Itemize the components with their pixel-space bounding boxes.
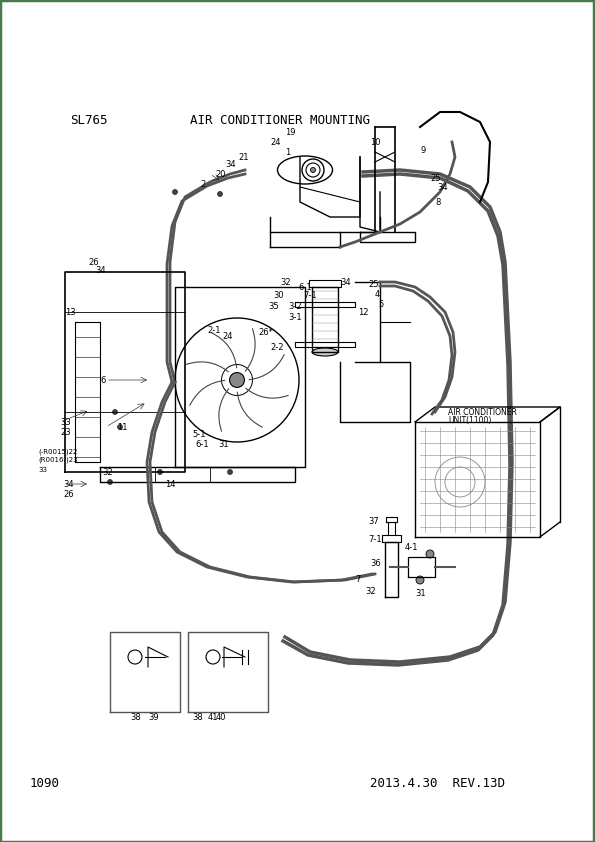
Text: 34: 34 (225, 159, 236, 168)
Text: AIR CONDITIONER MOUNTING: AIR CONDITIONER MOUNTING (190, 114, 370, 127)
Text: 24: 24 (222, 332, 233, 340)
Text: 33: 33 (38, 467, 47, 473)
Text: 25: 25 (368, 280, 378, 289)
Text: 7-1: 7-1 (368, 536, 381, 545)
Text: 14: 14 (165, 479, 176, 488)
Text: 4-1: 4-1 (405, 542, 418, 552)
Text: 32: 32 (102, 467, 112, 477)
Text: 38: 38 (130, 712, 141, 722)
Text: 6-1: 6-1 (195, 440, 209, 449)
Text: 5: 5 (378, 300, 383, 308)
Text: 1: 1 (285, 147, 290, 157)
Text: 2-2: 2-2 (270, 343, 283, 351)
Text: 10: 10 (370, 137, 380, 147)
Text: 33: 33 (60, 418, 71, 427)
Text: 35: 35 (268, 301, 278, 311)
Circle shape (158, 470, 162, 475)
Text: 39: 39 (148, 712, 159, 722)
Text: 2-1: 2-1 (207, 326, 221, 334)
Text: 3-2: 3-2 (288, 301, 302, 311)
Circle shape (108, 479, 112, 484)
Text: 19: 19 (285, 127, 296, 136)
Text: 32: 32 (365, 588, 375, 596)
Text: 2: 2 (200, 179, 205, 189)
Text: 37: 37 (368, 518, 379, 526)
Text: 41: 41 (208, 712, 218, 722)
Text: 26*: 26* (258, 328, 273, 337)
Text: (R0016-)23: (R0016-)23 (38, 456, 77, 463)
Circle shape (112, 409, 117, 414)
Circle shape (416, 576, 424, 584)
Text: UNIT(1100): UNIT(1100) (448, 415, 491, 424)
Text: 25: 25 (430, 173, 440, 183)
Text: 24: 24 (270, 137, 280, 147)
Text: SL765: SL765 (70, 114, 108, 127)
Circle shape (117, 424, 123, 429)
Text: 7-1: 7-1 (303, 290, 317, 300)
Text: AIR CONDITIONER: AIR CONDITIONER (448, 408, 517, 417)
Text: 7: 7 (355, 575, 361, 584)
Text: 34: 34 (340, 278, 350, 286)
Text: 9: 9 (420, 146, 425, 154)
Text: 12: 12 (358, 307, 368, 317)
Text: 8: 8 (435, 198, 440, 206)
Text: 6: 6 (100, 376, 105, 385)
Circle shape (227, 470, 233, 475)
Text: 20: 20 (215, 169, 226, 179)
Text: 2013.4.30  REV.13D: 2013.4.30 REV.13D (370, 777, 505, 790)
Text: 26: 26 (63, 489, 74, 498)
Text: 36: 36 (370, 559, 381, 568)
Text: 23: 23 (60, 428, 71, 436)
Ellipse shape (311, 168, 315, 173)
Text: 11: 11 (117, 423, 127, 431)
Text: 5-1: 5-1 (192, 429, 205, 439)
Text: 3-1: 3-1 (288, 312, 302, 322)
Text: 6-1: 6-1 (298, 283, 312, 291)
Text: 34: 34 (63, 479, 74, 488)
Text: 13: 13 (65, 307, 76, 317)
Text: 31: 31 (415, 589, 425, 599)
Ellipse shape (312, 348, 338, 356)
Text: 4: 4 (375, 290, 380, 299)
Text: (-R0015)22: (-R0015)22 (38, 449, 77, 456)
Text: 34: 34 (437, 183, 447, 191)
Text: 40: 40 (216, 712, 227, 722)
Text: 34: 34 (95, 265, 106, 274)
Circle shape (426, 550, 434, 558)
Text: 1090: 1090 (30, 777, 60, 790)
Text: 38: 38 (192, 712, 203, 722)
Circle shape (218, 191, 223, 196)
Text: 32: 32 (280, 278, 290, 286)
Text: 31: 31 (218, 440, 228, 449)
Circle shape (230, 372, 245, 387)
Text: 26: 26 (88, 258, 99, 267)
Text: 30: 30 (273, 290, 284, 300)
Circle shape (173, 189, 177, 195)
Text: 21: 21 (238, 152, 249, 162)
